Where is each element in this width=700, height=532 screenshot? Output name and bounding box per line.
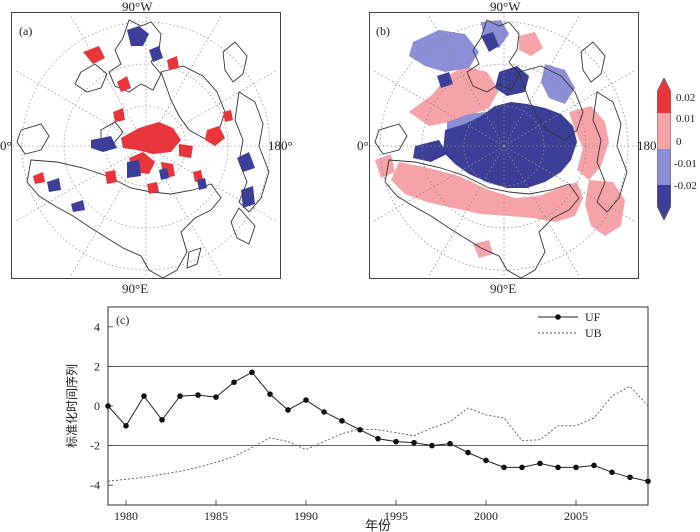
data-point-uf [501,464,507,471]
data-point-uf [645,478,651,485]
data-point-uf [357,426,363,433]
data-point-uf [411,439,417,446]
map-a-label-bottom: 90°E [122,281,149,296]
colorbar-tick: 0.02 [676,92,696,104]
map-a-label-left: 0° [0,138,12,153]
series-points [105,369,651,485]
map-a-tag: (a) [19,24,33,38]
data-point-uf [195,392,201,398]
data-point-uf [339,418,345,424]
data-point-uf [519,464,525,471]
line-chart-c: 4 2 0 -2 -4 1980 1985 1990 1995 2000 2005 UF UB (… [64,306,651,532]
y-axis-label: 标准化时间序列 [64,364,79,448]
data-point-uf [123,423,129,429]
data-point-uf [141,393,147,399]
colorbar-tick: 0.01 [676,113,696,125]
y-tick-label: -4 [90,478,100,492]
data-point-uf [321,409,327,415]
y-tick-label: 4 [94,320,100,334]
data-point-uf [591,462,597,469]
map-panel-b [369,12,639,279]
x-tick-label: 2000 [474,509,498,523]
data-point-uf [555,464,561,471]
data-point-uf [303,397,309,403]
data-point-uf [375,435,381,442]
colorbar-tick: -0.02 [674,180,697,192]
legend-label-ub: UB [585,326,602,340]
map-b-label-bottom: 90°E [490,281,517,296]
map-b-label-left: 0° [357,138,369,153]
map-panel-a [11,12,281,279]
data-point-uf [609,469,615,476]
negative-anomalies-a [47,26,255,212]
data-point-uf [573,464,579,471]
chart-c-tag: (c) [116,313,129,327]
legend-marker-uf [555,314,561,320]
colorbar-weak-positive [657,113,671,149]
data-point-uf [213,394,219,400]
data-point-uf [447,440,453,447]
y-tick-label: -2 [90,439,100,453]
colorbar-strong-positive [657,79,671,113]
colorbar [657,78,671,220]
colorbar-strong-negative [657,185,671,219]
colorbar-weak-negative [657,149,671,185]
reference-lines [108,366,648,447]
map-a-label-right: 180° [268,138,293,153]
legend: UF UB [538,310,602,340]
map-b-label-right: 180° [637,138,662,153]
data-point-uf [627,474,633,481]
data-point-uf [429,442,435,449]
x-tick-label: 1995 [384,509,408,523]
x-axis-label: 年份 [365,518,391,532]
plot-frame [107,306,649,506]
series-line-ub [107,385,649,482]
map-b-label-top: 90°W [490,0,521,14]
data-point-uf [285,407,291,413]
colorbar-tick: 0 [676,136,682,148]
legend-label-uf: UF [585,310,601,324]
data-point-uf [267,391,273,397]
data-point-uf [105,403,111,409]
x-tick-label: 1980 [114,509,138,523]
x-tick-label: 1985 [204,509,228,523]
map-a-label-top: 90°W [122,0,153,14]
y-tick-label: 0 [94,399,100,413]
data-point-uf [483,457,489,464]
data-point-uf [231,379,237,386]
colorbar-tick: -0.01 [674,158,697,170]
data-point-uf [159,417,165,423]
x-ticks: 1980 1985 1990 1995 2000 2005 [114,500,588,523]
data-point-uf [249,369,255,376]
map-b-tag: (b) [376,24,390,38]
data-point-uf [393,438,399,445]
graticule-b [369,12,639,279]
data-point-uf [177,393,183,399]
y-ticks: 4 2 0 -2 -4 [90,320,113,492]
data-point-uf [537,460,543,467]
x-tick-label: 2005 [564,509,588,523]
y-tick-label: 2 [94,359,100,373]
coastlines-b [374,19,628,279]
coastlines-a [16,19,270,279]
data-point-uf [465,449,471,456]
x-tick-label: 1990 [294,509,318,523]
